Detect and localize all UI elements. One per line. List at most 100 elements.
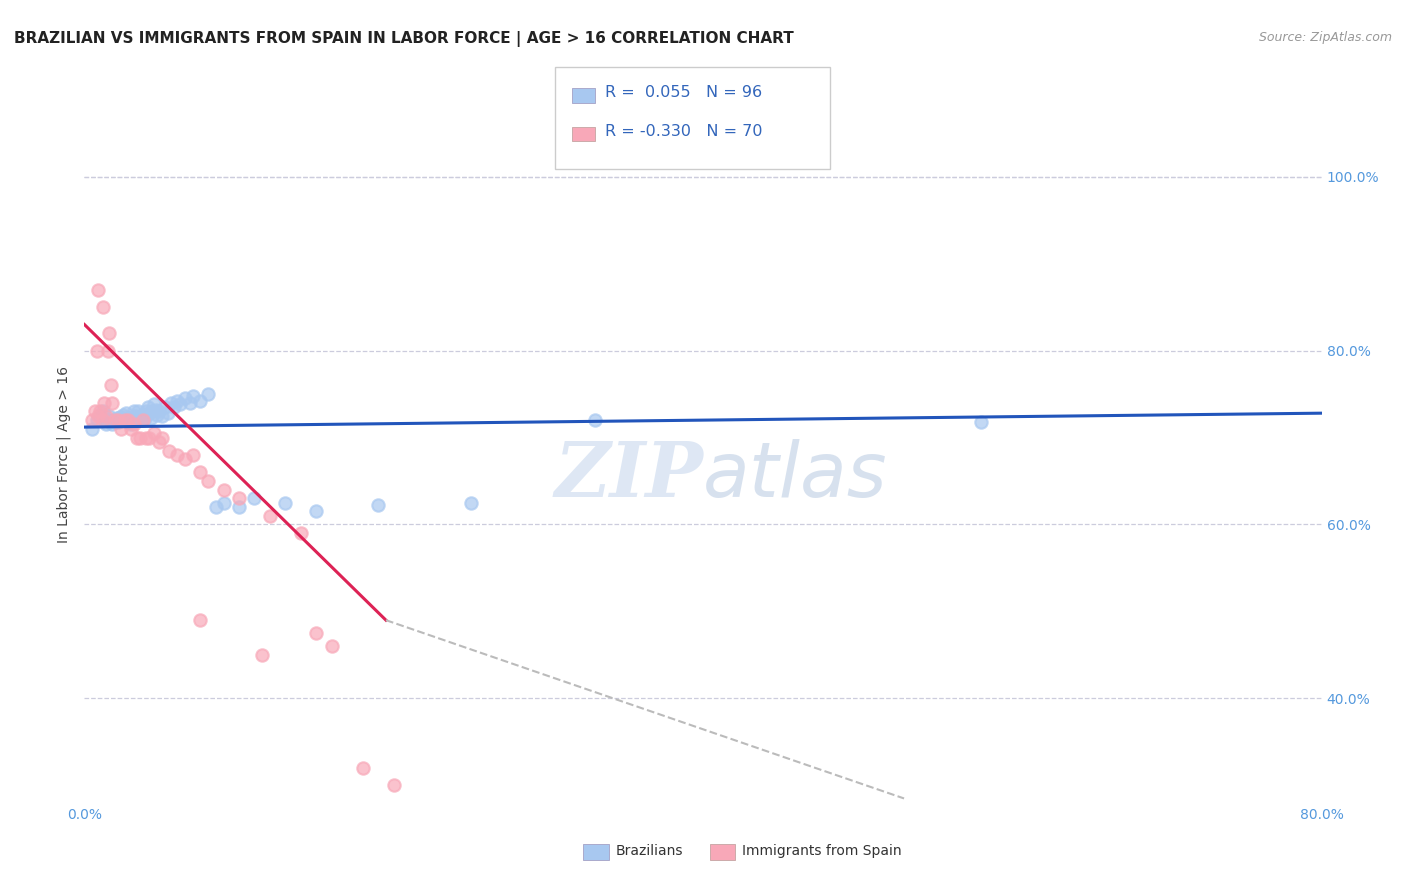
Point [174, 392, 197, 406]
Point [197, 474, 219, 488]
Point [136, 400, 159, 414]
Point [128, 404, 150, 418]
Point [89, 409, 111, 423]
Point [103, 413, 125, 427]
Text: atlas: atlas [703, 439, 887, 513]
Point [114, 411, 136, 425]
Point [132, 413, 155, 427]
Point [98, 326, 121, 341]
Point [120, 417, 142, 431]
Point [382, 778, 405, 793]
Point [110, 422, 132, 436]
Point [179, 396, 201, 410]
Point [181, 389, 204, 403]
Point [122, 404, 145, 418]
Point [114, 413, 136, 427]
Point [104, 413, 127, 427]
Point [107, 415, 129, 429]
Point [115, 406, 138, 420]
Point [188, 613, 212, 627]
Point [97, 343, 120, 358]
Point [169, 397, 191, 411]
Point [101, 417, 124, 432]
Point [583, 413, 606, 427]
Point [212, 496, 235, 510]
Point [205, 500, 228, 514]
Point [91, 300, 114, 314]
Point [159, 443, 181, 458]
Point [228, 500, 250, 514]
Point [117, 415, 139, 429]
Point [135, 431, 157, 445]
Point [108, 409, 131, 424]
Point [145, 402, 167, 417]
Point [97, 413, 120, 427]
Point [129, 431, 152, 445]
Point [118, 411, 141, 425]
Point [107, 413, 129, 427]
Point [143, 426, 166, 441]
Point [82, 422, 104, 436]
Point [125, 431, 148, 445]
Text: R = -0.330   N = 70: R = -0.330 N = 70 [605, 124, 762, 138]
Point [93, 396, 115, 410]
Point [367, 499, 389, 513]
Point [91, 404, 114, 418]
Point [100, 378, 122, 392]
Point [460, 496, 482, 510]
Point [110, 413, 132, 427]
Point [120, 422, 142, 436]
Point [156, 406, 179, 420]
Point [970, 415, 993, 429]
Point [352, 761, 374, 775]
Point [122, 417, 145, 432]
Y-axis label: In Labor Force | Age > 16: In Labor Force | Age > 16 [56, 367, 72, 543]
Point [259, 508, 281, 523]
Point [132, 408, 155, 422]
Text: Brazilians: Brazilians [616, 844, 683, 858]
Point [86, 413, 108, 427]
Point [290, 526, 312, 541]
Point [139, 411, 162, 425]
Point [243, 491, 266, 506]
Point [84, 404, 107, 418]
Point [121, 413, 143, 427]
Point [166, 394, 188, 409]
Point [101, 396, 124, 410]
Text: Immigrants from Spain: Immigrants from Spain [742, 844, 903, 858]
Point [105, 411, 128, 425]
Point [305, 504, 328, 518]
Point [91, 413, 114, 427]
Point [212, 483, 235, 497]
Point [181, 448, 204, 462]
Point [146, 408, 169, 422]
Point [188, 394, 212, 409]
Point [135, 404, 157, 418]
Point [148, 404, 170, 418]
Point [188, 466, 212, 480]
Text: BRAZILIAN VS IMMIGRANTS FROM SPAIN IN LABOR FORCE | AGE > 16 CORRELATION CHART: BRAZILIAN VS IMMIGRANTS FROM SPAIN IN LA… [14, 31, 794, 47]
Point [153, 400, 176, 414]
Point [112, 408, 135, 422]
Point [117, 413, 139, 427]
Point [94, 409, 117, 423]
Point [86, 343, 108, 358]
Point [163, 400, 186, 414]
Text: Source: ZipAtlas.com: Source: ZipAtlas.com [1258, 31, 1392, 45]
Point [148, 434, 170, 449]
Point [134, 411, 156, 425]
Point [125, 413, 148, 427]
Point [252, 648, 274, 662]
Text: ZIP: ZIP [554, 439, 703, 513]
Point [131, 413, 153, 427]
Point [129, 409, 152, 424]
Point [82, 413, 104, 427]
Point [197, 387, 219, 401]
Point [150, 409, 173, 423]
Point [104, 415, 127, 429]
Point [98, 409, 121, 423]
Point [138, 406, 160, 420]
Point [138, 431, 160, 445]
Point [274, 496, 297, 510]
Point [160, 396, 183, 410]
